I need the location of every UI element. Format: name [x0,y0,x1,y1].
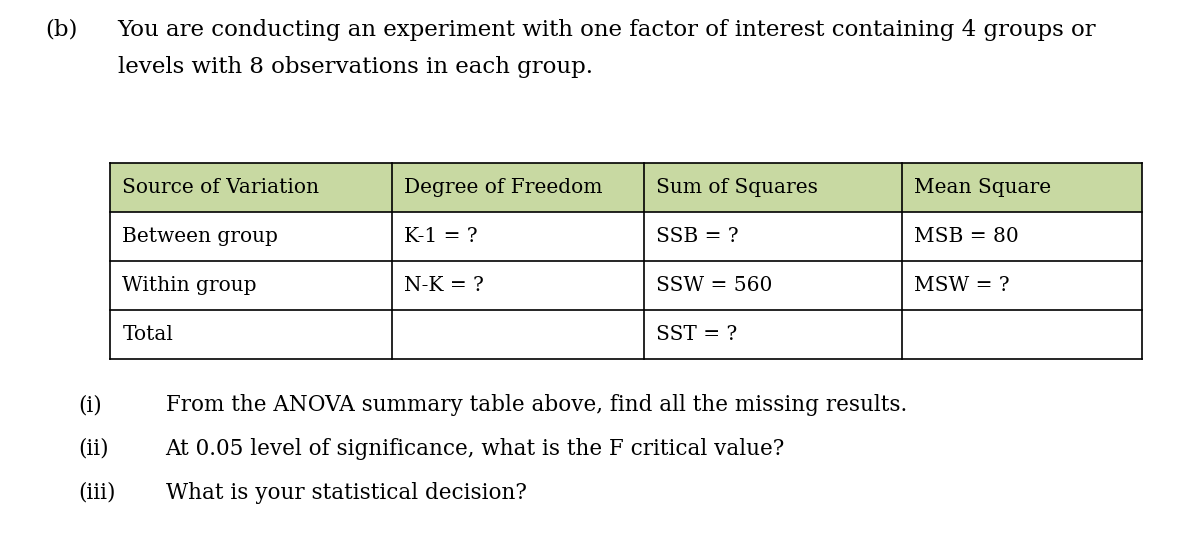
Text: levels with 8 observations in each group.: levels with 8 observations in each group… [118,56,593,78]
Text: (ii): (ii) [78,438,109,460]
Text: MSB = 80: MSB = 80 [914,227,1019,246]
Text: Mean Square: Mean Square [914,178,1051,197]
Text: SSB = ?: SSB = ? [656,227,739,246]
Text: What is your statistical decision?: What is your statistical decision? [166,482,527,504]
Text: From the ANOVA summary table above, find all the missing results.: From the ANOVA summary table above, find… [166,394,907,416]
Text: Source of Variation: Source of Variation [122,178,319,197]
Text: Total: Total [122,325,173,344]
Text: SSW = 560: SSW = 560 [656,276,773,295]
Text: Sum of Squares: Sum of Squares [656,178,818,197]
Text: (i): (i) [78,394,102,416]
Text: Within group: Within group [122,276,257,295]
Text: MSW = ?: MSW = ? [914,276,1010,295]
Text: (iii): (iii) [78,482,115,504]
Text: Degree of Freedom: Degree of Freedom [404,178,602,197]
Text: You are conducting an experiment with one factor of interest containing 4 groups: You are conducting an experiment with on… [118,19,1097,41]
Text: (b): (b) [46,19,78,41]
Text: K-1 = ?: K-1 = ? [404,227,478,246]
Text: Between group: Between group [122,227,278,246]
Text: N-K = ?: N-K = ? [404,276,485,295]
Text: SST = ?: SST = ? [656,325,738,344]
Text: At 0.05 level of significance, what is the F critical value?: At 0.05 level of significance, what is t… [166,438,785,460]
